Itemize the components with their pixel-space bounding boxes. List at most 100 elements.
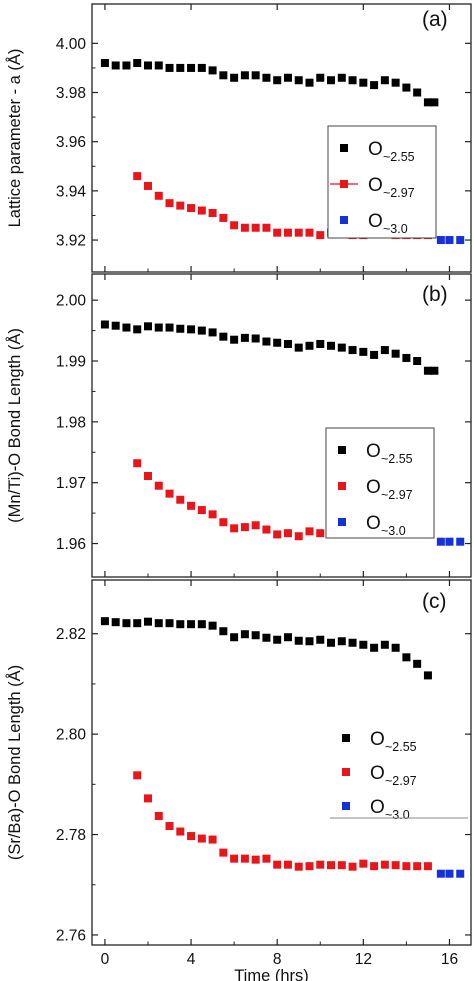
data-point xyxy=(445,236,454,245)
data-point xyxy=(348,862,357,871)
data-point xyxy=(348,76,357,85)
data-point xyxy=(413,862,422,871)
data-point xyxy=(370,81,379,90)
data-point xyxy=(100,59,109,68)
legend-label: O xyxy=(370,763,385,784)
y-tick-label: 2.78 xyxy=(56,827,86,844)
data-point xyxy=(359,859,368,868)
data-point xyxy=(423,671,432,680)
data-point xyxy=(230,524,239,533)
x-tick-label: 16 xyxy=(441,951,458,968)
data-point xyxy=(305,78,314,87)
data-point xyxy=(262,854,271,863)
data-point xyxy=(133,325,142,334)
series-2 xyxy=(436,236,465,245)
data-point xyxy=(380,346,389,355)
data-point xyxy=(111,618,120,627)
data-point xyxy=(100,617,109,626)
x-tick-label: 0 xyxy=(101,951,110,968)
data-point xyxy=(370,862,379,871)
data-point xyxy=(100,320,109,329)
data-point xyxy=(176,827,185,836)
data-point xyxy=(176,63,185,72)
data-point xyxy=(187,832,196,841)
data-point xyxy=(327,341,336,350)
data-point xyxy=(208,621,217,630)
series-0 xyxy=(100,320,439,375)
legend-label: O xyxy=(366,477,381,498)
data-point xyxy=(154,619,163,628)
series-0 xyxy=(100,59,439,107)
legend-marker xyxy=(340,144,348,152)
y-tick-label: 3.96 xyxy=(56,134,86,151)
data-point xyxy=(111,321,120,330)
data-point xyxy=(436,236,445,245)
data-point xyxy=(176,201,185,210)
y-axis-label: Lattice parameter - a (Å) xyxy=(5,49,24,228)
data-point xyxy=(445,537,454,546)
data-point xyxy=(230,854,239,863)
series-1 xyxy=(133,771,432,871)
data-point xyxy=(143,322,152,331)
data-point xyxy=(337,861,346,870)
data-point xyxy=(273,635,282,644)
data-point xyxy=(423,366,432,375)
data-point xyxy=(208,328,217,337)
data-point xyxy=(402,862,411,871)
legend-subscript: ~3.0 xyxy=(381,524,406,538)
data-point xyxy=(413,88,422,97)
legend: O ~2.55O ~2.97O ~3.0 xyxy=(330,729,468,822)
data-point xyxy=(240,223,249,232)
data-point xyxy=(262,223,271,232)
data-point xyxy=(348,638,357,647)
data-point xyxy=(197,63,206,72)
data-point xyxy=(391,78,400,87)
data-point xyxy=(133,59,142,68)
data-point xyxy=(430,366,439,375)
legend-subscript: ~2.55 xyxy=(385,740,417,754)
data-point xyxy=(337,637,346,646)
data-point xyxy=(294,532,303,541)
data-point xyxy=(208,510,217,519)
data-point xyxy=(143,181,152,190)
data-point xyxy=(219,71,228,80)
series-2 xyxy=(436,537,465,546)
data-point xyxy=(294,343,303,352)
data-point xyxy=(380,640,389,649)
data-point xyxy=(283,73,292,82)
y-axis-label: (Mn/Ti)-O Bond Length (Å) xyxy=(5,328,24,523)
data-point xyxy=(316,860,325,869)
series-2 xyxy=(436,869,465,878)
data-point xyxy=(111,61,120,70)
y-tick-label: 2.80 xyxy=(56,727,87,744)
y-tick-label: 1.97 xyxy=(56,475,86,492)
data-point xyxy=(154,61,163,70)
legend-subscript: ~2.97 xyxy=(381,488,413,502)
legend-label: O xyxy=(366,441,381,462)
data-point xyxy=(187,501,196,510)
legend-marker xyxy=(342,802,350,810)
data-point xyxy=(316,529,325,538)
legend-marker xyxy=(340,180,348,188)
data-point xyxy=(133,771,142,780)
y-tick-label: 1.96 xyxy=(56,536,86,553)
legend-label: O xyxy=(368,175,383,196)
data-point xyxy=(165,619,174,628)
data-point xyxy=(187,204,196,213)
data-point xyxy=(305,228,314,237)
data-point xyxy=(251,334,260,343)
data-point xyxy=(337,73,346,82)
data-point xyxy=(283,339,292,348)
data-point xyxy=(176,495,185,504)
data-point xyxy=(165,822,174,831)
data-point xyxy=(143,61,152,70)
data-point xyxy=(262,73,271,82)
data-point xyxy=(273,338,282,347)
data-point xyxy=(294,636,303,645)
data-point xyxy=(208,208,217,217)
data-point xyxy=(176,324,185,333)
y-tick-label: 1.98 xyxy=(56,414,86,431)
panel-a: 3.92 3.94 3.96 3.98 4.00 Lattice parameter - … xyxy=(5,3,472,273)
data-point xyxy=(219,213,228,222)
data-point xyxy=(380,860,389,869)
